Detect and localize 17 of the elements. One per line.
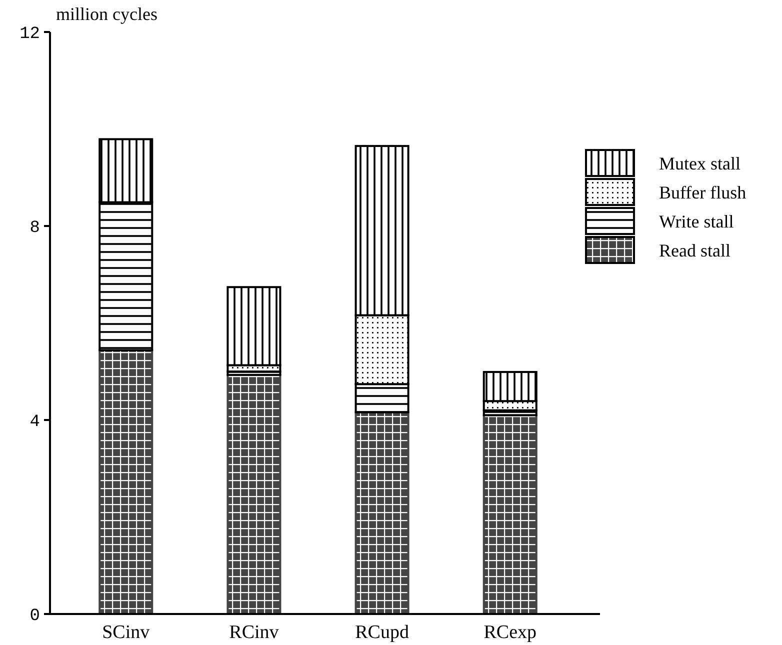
bar [98,349,154,615]
x-tick-label: RCupd [355,622,410,643]
legend-label: Write stall [659,211,734,232]
legend-label: Buffer flush [659,182,746,202]
legend-label: Mutex stall [659,153,740,174]
y-axis-title: million cycles [56,4,158,24]
y-tick-label: 4 [30,412,40,432]
bar [226,374,282,615]
x-tick-label: RCexp [484,622,537,643]
bar [482,414,538,615]
y-tick-label: 0 [30,606,40,626]
y-tick-label: 8 [30,218,40,238]
bar [354,411,410,615]
x-tick-label: RCinv [229,622,280,643]
y-tick-label: 12 [20,24,40,44]
x-tick-label: SCinv [102,622,150,643]
legend-label: Read stall [659,240,730,260]
